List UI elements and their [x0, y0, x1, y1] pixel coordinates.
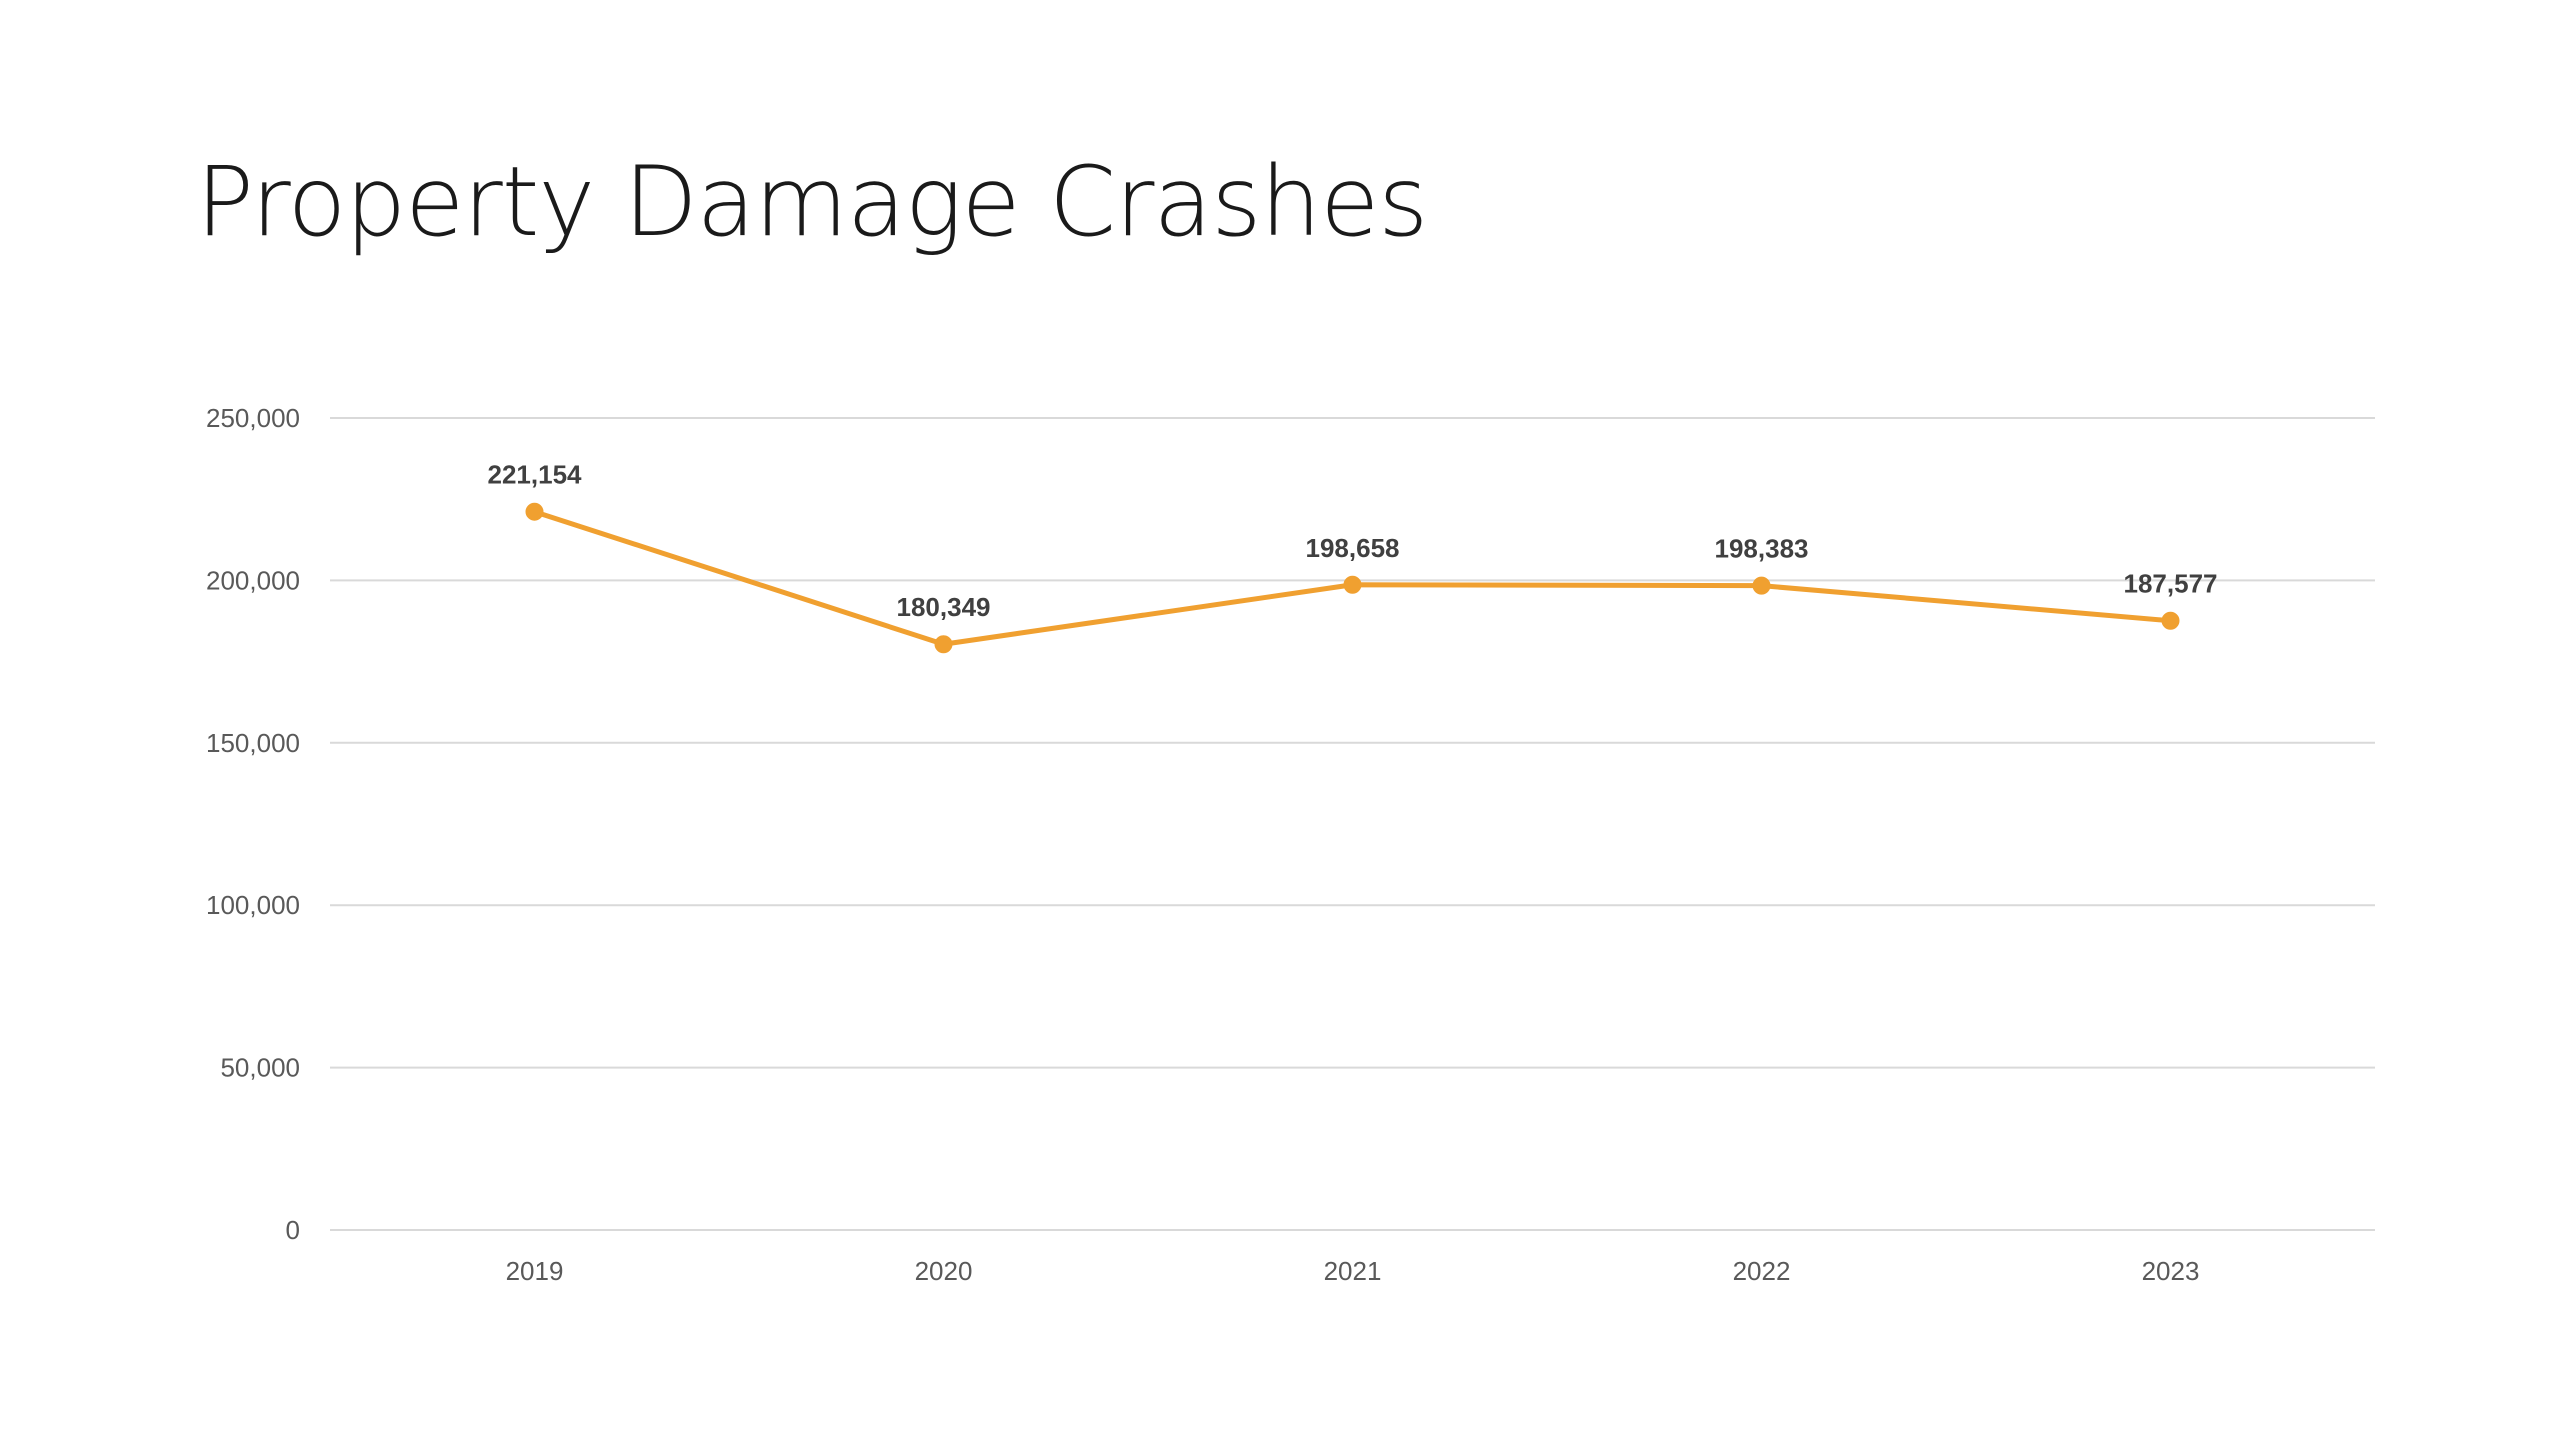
- y-tick-label: 150,000: [206, 728, 300, 758]
- x-tick-label: 2023: [2142, 1256, 2200, 1286]
- data-point-marker: [1343, 575, 1362, 594]
- x-tick-label: 2021: [1324, 1256, 1382, 1286]
- y-tick-label: 250,000: [206, 403, 300, 433]
- y-tick-label: 50,000: [220, 1053, 300, 1083]
- x-axis-ticks: 2019 2020 2021 2022 2023: [506, 1256, 2200, 1286]
- x-tick-label: 2020: [915, 1256, 973, 1286]
- data-point-marker: [2161, 611, 2180, 630]
- data-labels: 221,154 180,349 198,658 198,383 187,577: [488, 460, 2218, 623]
- gridlines: [330, 417, 2375, 1231]
- slide-title: Property Damage Crashes: [196, 146, 1428, 258]
- data-point-marker: [525, 502, 544, 521]
- data-point-marker: [1752, 576, 1771, 595]
- y-tick-label: 0: [286, 1215, 300, 1245]
- data-label: 187,577: [2124, 569, 2218, 599]
- data-label: 221,154: [488, 460, 583, 490]
- y-tick-label: 200,000: [206, 565, 300, 595]
- x-tick-label: 2022: [1733, 1256, 1791, 1286]
- data-label: 198,383: [1715, 534, 1809, 564]
- y-axis-ticks: 0 50,000 100,000 150,000 200,000 250,000: [206, 403, 300, 1245]
- data-label: 198,658: [1306, 533, 1400, 563]
- y-tick-label: 100,000: [206, 890, 300, 920]
- series-layer: [525, 502, 2180, 654]
- data-point-marker: [934, 635, 953, 654]
- x-tick-label: 2019: [506, 1256, 564, 1286]
- data-label: 180,349: [897, 592, 991, 622]
